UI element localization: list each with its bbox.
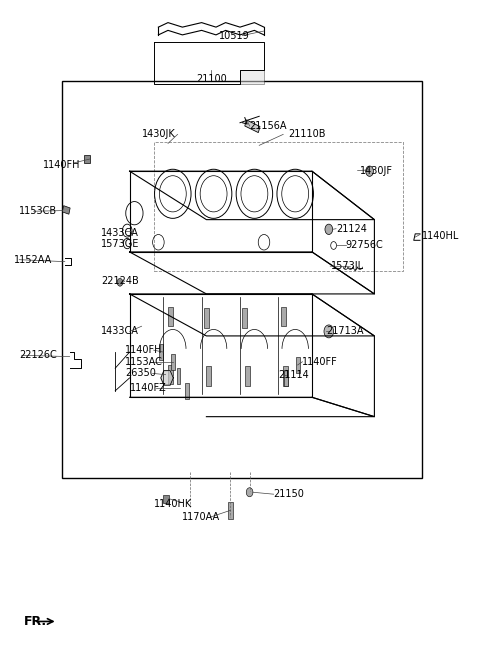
Text: 21124: 21124 [336,224,367,234]
Bar [154,142,403,271]
Text: 92756C: 92756C [346,240,384,251]
Bar [242,308,247,328]
Text: 1430JK: 1430JK [142,129,175,140]
Text: 21110B: 21110B [288,129,325,140]
Text: 1433CA: 1433CA [101,326,139,337]
Text: 1140HL: 1140HL [422,231,460,241]
Bar [228,501,232,519]
Bar [177,368,180,384]
Text: 1140HK: 1140HK [154,499,192,509]
Text: 21114: 21114 [278,370,309,380]
Text: 1573GE: 1573GE [101,239,139,249]
Text: 21150: 21150 [274,489,304,499]
Text: 21713A: 21713A [326,326,364,337]
Text: 1140FZ: 1140FZ [130,382,167,393]
Bar [62,81,422,478]
Text: 1153AC: 1153AC [125,357,163,367]
Text: 1140FH: 1140FH [43,160,81,170]
Bar [159,344,163,360]
Text: 1152AA: 1152AA [14,255,53,265]
Text: 22124B: 22124B [101,276,139,286]
Text: 26350: 26350 [125,368,156,379]
Bar [245,366,250,386]
Bar [281,307,286,326]
Text: 21156A: 21156A [250,121,287,131]
Bar [185,383,189,399]
Bar [283,366,288,386]
Circle shape [117,278,123,286]
Bar [204,308,209,328]
Circle shape [325,224,333,234]
Bar [168,307,173,326]
Text: 21100: 21100 [196,74,227,84]
Text: 1140FH: 1140FH [125,345,162,355]
Circle shape [366,166,373,176]
Text: 1153CB: 1153CB [19,206,57,216]
Text: 1433CA: 1433CA [101,227,139,238]
Text: 1430JF: 1430JF [360,166,393,176]
Bar [296,357,300,373]
Bar [168,365,173,384]
Text: 10519: 10519 [219,30,250,41]
Bar [245,120,260,132]
Text: 1140FF: 1140FF [302,357,338,367]
Circle shape [246,488,253,497]
Bar [171,354,175,370]
Text: 1573JL: 1573JL [331,261,364,271]
Bar [206,366,211,386]
Bar [62,205,70,214]
Bar [284,370,288,386]
Text: FR.: FR. [24,615,47,628]
Bar [163,495,169,503]
Polygon shape [161,371,173,385]
Bar [84,155,90,163]
Circle shape [324,325,334,338]
Text: 22126C: 22126C [19,350,57,360]
Text: 1170AA: 1170AA [182,512,220,522]
